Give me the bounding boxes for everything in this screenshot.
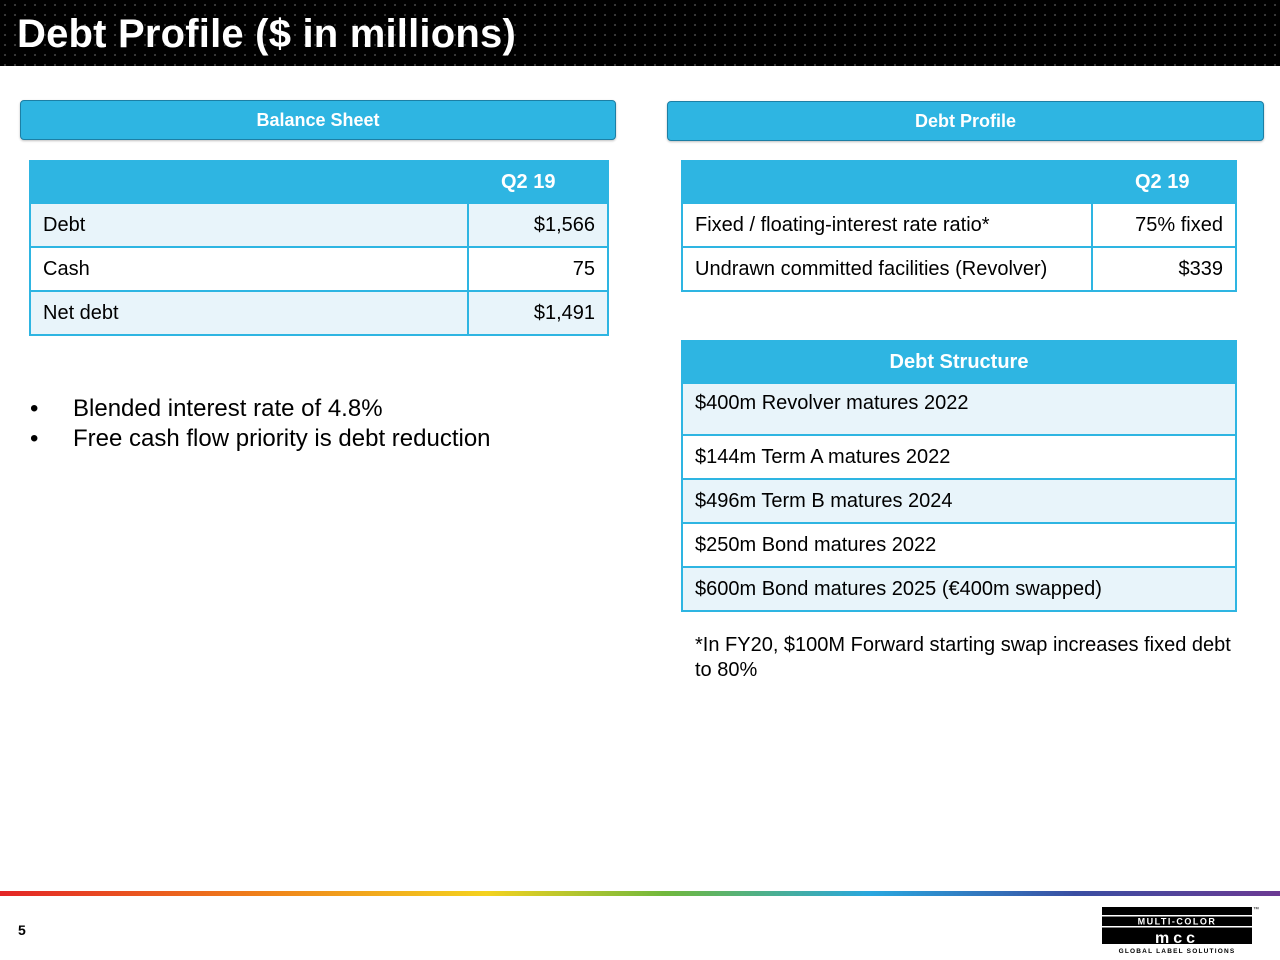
table-row: Net debt $1,491 <box>29 290 609 336</box>
table-row: $400m Revolver matures 2022 <box>681 382 1237 436</box>
bullet-text: Free cash flow priority is debt reductio… <box>73 425 491 452</box>
row-label: Cash <box>29 246 469 292</box>
debt-profile-header: Debt Profile <box>667 101 1264 141</box>
rainbow-divider <box>0 891 1280 896</box>
table-row: Cash 75 <box>29 246 609 292</box>
bullet-text: Blended interest rate of 4.8% <box>73 395 383 422</box>
bullet-item: • Blended interest rate of 4.8% <box>30 394 491 424</box>
bullet-icon: • <box>30 425 39 452</box>
row-value: $1,566 <box>467 202 609 248</box>
table-row: Debt $1,566 <box>29 202 609 248</box>
column-header-q2-19: Q2 19 <box>467 160 609 204</box>
bullet-list: • Blended interest rate of 4.8% • Free cas… <box>30 394 491 454</box>
logo-monogram: mcc <box>1155 930 1199 947</box>
bullet-icon: • <box>30 395 39 422</box>
table-row: Undrawn committed facilities (Revolver) … <box>681 246 1237 292</box>
structure-item: $600m Bond matures 2025 (€400m swapped) <box>681 566 1237 612</box>
title-bar: Debt Profile ($ in millions) <box>0 0 1280 66</box>
table-row: Fixed / floating-interest rate ratio* 75… <box>681 202 1237 248</box>
bullet-item: • Free cash flow priority is debt reducti… <box>30 424 491 454</box>
table-row: $600m Bond matures 2025 (€400m swapped) <box>681 566 1237 612</box>
row-label: Net debt <box>29 290 469 336</box>
page-number: 5 <box>18 922 26 938</box>
structure-item: $144m Term A matures 2022 <box>681 434 1237 480</box>
row-label: Debt <box>29 202 469 248</box>
multi-color-logo: ™ MULTI-COLOR mcc GLOBAL LABEL SOLUTIONS <box>1102 906 1259 955</box>
logo-tagline: GLOBAL LABEL SOLUTIONS <box>1119 948 1236 955</box>
header-empty-cell <box>681 160 1093 204</box>
slide-title: Debt Profile ($ in millions) <box>17 12 516 56</box>
table-row: $144m Term A matures 2022 <box>681 434 1237 480</box>
row-value: 75% fixed <box>1091 202 1237 248</box>
structure-item: $400m Revolver matures 2022 <box>681 382 1237 436</box>
row-label: Fixed / floating-interest rate ratio* <box>681 202 1093 248</box>
row-label: Undrawn committed facilities (Revolver) <box>681 246 1093 292</box>
debt-structure-header: Debt Structure <box>681 340 1237 384</box>
balance-sheet-table: Q2 19 Debt $1,566 Cash 75 Net debt $1,49… <box>29 160 609 336</box>
table-header-row: Q2 19 <box>29 160 609 204</box>
trademark-mark: ™ <box>1253 906 1259 913</box>
table-row: $496m Term B matures 2024 <box>681 478 1237 524</box>
logo-brand-text: MULTI-COLOR <box>1138 917 1217 927</box>
row-value: $1,491 <box>467 290 609 336</box>
structure-item: $496m Term B matures 2024 <box>681 478 1237 524</box>
row-value: 75 <box>467 246 609 292</box>
table-row: $250m Bond matures 2022 <box>681 522 1237 568</box>
debt-profile-table: Q2 19 Fixed / floating-interest rate rat… <box>681 160 1237 292</box>
structure-item: $250m Bond matures 2022 <box>681 522 1237 568</box>
balance-sheet-header: Balance Sheet <box>20 100 616 140</box>
column-header-q2-19: Q2 19 <box>1091 160 1237 204</box>
table-header-row: Q2 19 <box>681 160 1237 204</box>
footnote: *In FY20, $100M Forward starting swap in… <box>695 634 1231 681</box>
table-header-row: Debt Structure <box>681 340 1237 384</box>
row-value: $339 <box>1091 246 1237 292</box>
debt-structure-table: Debt Structure $400m Revolver matures 20… <box>681 340 1237 612</box>
header-empty-cell <box>29 160 469 204</box>
